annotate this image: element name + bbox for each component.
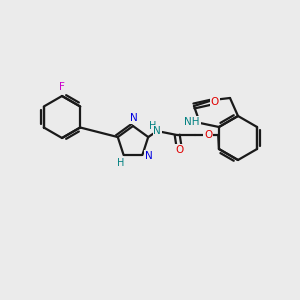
Text: N: N	[130, 113, 138, 123]
Text: H: H	[148, 121, 156, 131]
Text: F: F	[59, 82, 65, 92]
Text: O: O	[175, 145, 183, 155]
Text: O: O	[211, 97, 219, 107]
Text: N: N	[145, 151, 152, 161]
Text: N: N	[153, 126, 161, 136]
Text: H: H	[117, 158, 124, 168]
Text: O: O	[204, 130, 212, 140]
Text: NH: NH	[184, 117, 200, 127]
